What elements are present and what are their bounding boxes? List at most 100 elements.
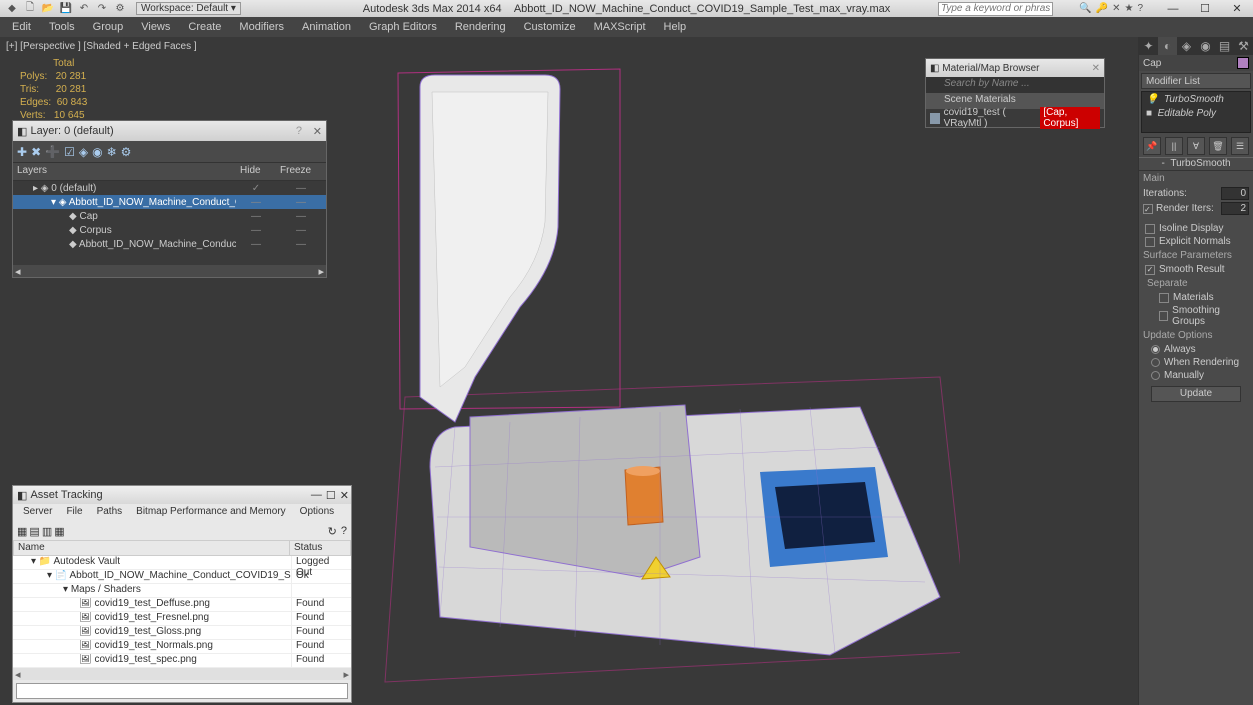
layer-panel-close-icon[interactable]: ✕: [313, 125, 322, 138]
menu-animation[interactable]: Animation: [294, 19, 359, 35]
asset-menu-paths[interactable]: Paths: [91, 504, 129, 522]
matbrowser-search[interactable]: Search by Name ...: [926, 77, 1104, 93]
asset-row[interactable]: 🖼 covid19_test_Deffuse.pngFound: [13, 598, 351, 612]
menu-group[interactable]: Group: [85, 19, 132, 35]
menu-help[interactable]: Help: [656, 19, 695, 35]
save-icon[interactable]: 💾: [58, 2, 74, 16]
tab-hierarchy-icon[interactable]: ◈: [1177, 37, 1196, 55]
update-button[interactable]: Update: [1151, 386, 1241, 402]
render-iters-spinner[interactable]: 2: [1221, 202, 1249, 215]
search-icon[interactable]: 🔍: [1079, 3, 1091, 14]
asset-scrollbar[interactable]: ◂▸: [13, 668, 351, 680]
app-icon[interactable]: ◆: [4, 2, 20, 16]
menu-tools[interactable]: Tools: [41, 19, 83, 35]
matbrowser-item[interactable]: covid19_test ( VRayMtl ) [Cap, Corpus]: [926, 109, 1104, 127]
col-layers[interactable]: Layers: [13, 163, 236, 180]
update-manually-radio[interactable]: Manually: [1139, 369, 1253, 382]
tab-motion-icon[interactable]: ◉: [1196, 37, 1215, 55]
layer-panel-help-icon[interactable]: ?: [296, 125, 302, 137]
asset-tb-icon[interactable]: ▦: [17, 525, 27, 538]
object-color-swatch[interactable]: [1237, 57, 1249, 69]
configure-icon[interactable]: ☰: [1231, 137, 1249, 155]
remove-mod-icon[interactable]: 🗑: [1209, 137, 1227, 155]
matbrowser-close-icon[interactable]: ✕: [1092, 63, 1100, 74]
freeze-icon[interactable]: ❄: [107, 145, 117, 159]
link-icon[interactable]: ⚙: [112, 2, 128, 16]
render-iters-check[interactable]: ✓: [1143, 204, 1153, 214]
asset-minimize-icon[interactable]: —: [311, 489, 322, 502]
delete-layer-icon[interactable]: ✖: [31, 145, 41, 159]
highlight-icon[interactable]: ◈: [79, 145, 88, 159]
smoothing-groups-check[interactable]: Smoothing Groups: [1139, 304, 1253, 328]
asset-row[interactable]: ▾ Maps / Shaders: [13, 584, 351, 598]
select-layer-icon[interactable]: ☑: [64, 145, 75, 159]
menu-edit[interactable]: Edit: [4, 19, 39, 35]
menu-modifiers[interactable]: Modifiers: [231, 19, 292, 35]
maximize-button[interactable]: ☐: [1189, 0, 1221, 17]
menu-views[interactable]: Views: [133, 19, 178, 35]
menu-customize[interactable]: Customize: [516, 19, 584, 35]
asset-row[interactable]: 🖼 covid19_test_Gloss.pngFound: [13, 626, 351, 640]
search-input[interactable]: [938, 2, 1053, 16]
asset-menu-bitmap[interactable]: Bitmap Performance and Memory: [130, 504, 292, 522]
layer-row[interactable]: ◆ Corpus——: [13, 223, 326, 237]
viewport-label[interactable]: [+] [Perspective ] [Shaded + Edged Faces…: [6, 41, 197, 52]
asset-row[interactable]: ▾ 📁 Autodesk VaultLogged Out: [13, 556, 351, 570]
help-icon[interactable]: ?: [1137, 3, 1143, 14]
explicit-check[interactable]: Explicit Normals: [1139, 235, 1253, 248]
stack-item[interactable]: 💡 TurboSmooth: [1142, 92, 1250, 106]
asset-row[interactable]: ▾ 📄 Abbott_ID_NOW_Machine_Conduct_COVID1…: [13, 570, 351, 584]
favorites-icon[interactable]: ★: [1124, 3, 1133, 14]
new-layer-icon[interactable]: ✚: [17, 145, 27, 159]
show-result-icon[interactable]: ||: [1165, 137, 1183, 155]
asset-col-status[interactable]: Status: [290, 541, 350, 555]
menu-create[interactable]: Create: [180, 19, 229, 35]
update-always-radio[interactable]: Always: [1139, 343, 1253, 356]
layer-row[interactable]: ▸ ◈ 0 (default)✓—: [13, 181, 326, 195]
asset-menu-server[interactable]: Server: [17, 504, 58, 522]
tab-utilities-icon[interactable]: ⚒: [1234, 37, 1253, 55]
props-icon[interactable]: ⚙: [121, 145, 132, 159]
menu-rendering[interactable]: Rendering: [447, 19, 514, 35]
smooth-result-check[interactable]: ✓Smooth Result: [1139, 263, 1253, 276]
asset-refresh-icon[interactable]: ↻: [328, 525, 337, 538]
asset-tb-icon[interactable]: ▦: [54, 525, 64, 538]
add-to-layer-icon[interactable]: ➕: [45, 145, 60, 159]
asset-maximize-icon[interactable]: ☐: [326, 489, 336, 502]
new-icon[interactable]: 🗋: [22, 2, 38, 16]
tab-modify-icon[interactable]: ◐: [1158, 37, 1177, 55]
redo-icon[interactable]: ↷: [94, 2, 110, 16]
minimize-button[interactable]: —: [1157, 0, 1189, 17]
stack-item[interactable]: ■ Editable Poly: [1142, 106, 1250, 120]
workspace-dropdown[interactable]: Workspace: Default ▾: [136, 2, 241, 15]
col-hide[interactable]: Hide: [236, 163, 276, 180]
asset-tb-icon[interactable]: ▤: [29, 525, 39, 538]
close-button[interactable]: ✕: [1221, 0, 1253, 17]
asset-close-icon[interactable]: ✕: [340, 489, 349, 502]
asset-row[interactable]: 🖼 covid19_test_Fresnel.pngFound: [13, 612, 351, 626]
asset-panel-header[interactable]: ◧ Asset Tracking — ☐ ✕: [13, 486, 351, 504]
object-name-field[interactable]: Cap: [1139, 55, 1253, 71]
layer-row[interactable]: ◆ Abbott_ID_NOW_Machine_Conduct_COVID19_…: [13, 237, 326, 251]
layer-panel-header[interactable]: ◧ Layer: 0 (default) ? ✕: [13, 121, 326, 141]
pin-stack-icon[interactable]: 📌: [1143, 137, 1161, 155]
signin-icon[interactable]: 🔑: [1096, 3, 1108, 14]
tab-create-icon[interactable]: ✦: [1139, 37, 1158, 55]
update-rendering-radio[interactable]: When Rendering: [1139, 356, 1253, 369]
materials-check[interactable]: Materials: [1139, 291, 1253, 304]
menu-grapheditors[interactable]: Graph Editors: [361, 19, 445, 35]
asset-path-input[interactable]: [16, 683, 348, 699]
col-freeze[interactable]: Freeze: [276, 163, 326, 180]
rollout-turbosmooth[interactable]: - TurboSmooth: [1139, 157, 1253, 171]
hide-icon[interactable]: ◉: [92, 145, 102, 159]
modifier-stack[interactable]: 💡 TurboSmooth ■ Editable Poly: [1141, 91, 1251, 133]
modifier-list-dropdown[interactable]: Modifier List: [1141, 73, 1251, 89]
layer-scrollbar[interactable]: ◂▸: [13, 265, 326, 277]
asset-menu-options[interactable]: Options: [294, 504, 340, 522]
layer-row[interactable]: ▾ ◈ Abbott_ID_NOW_Machine_Conduct_COVID1…: [13, 195, 326, 209]
asset-row[interactable]: 🖼 covid19_test_spec.pngFound: [13, 654, 351, 668]
asset-row[interactable]: 🖼 covid19_test_Normals.pngFound: [13, 640, 351, 654]
matbrowser-header[interactable]: ◧ Material/Map Browser ✕: [926, 59, 1104, 77]
undo-icon[interactable]: ↶: [76, 2, 92, 16]
asset-tb-icon[interactable]: ▥: [42, 525, 52, 538]
